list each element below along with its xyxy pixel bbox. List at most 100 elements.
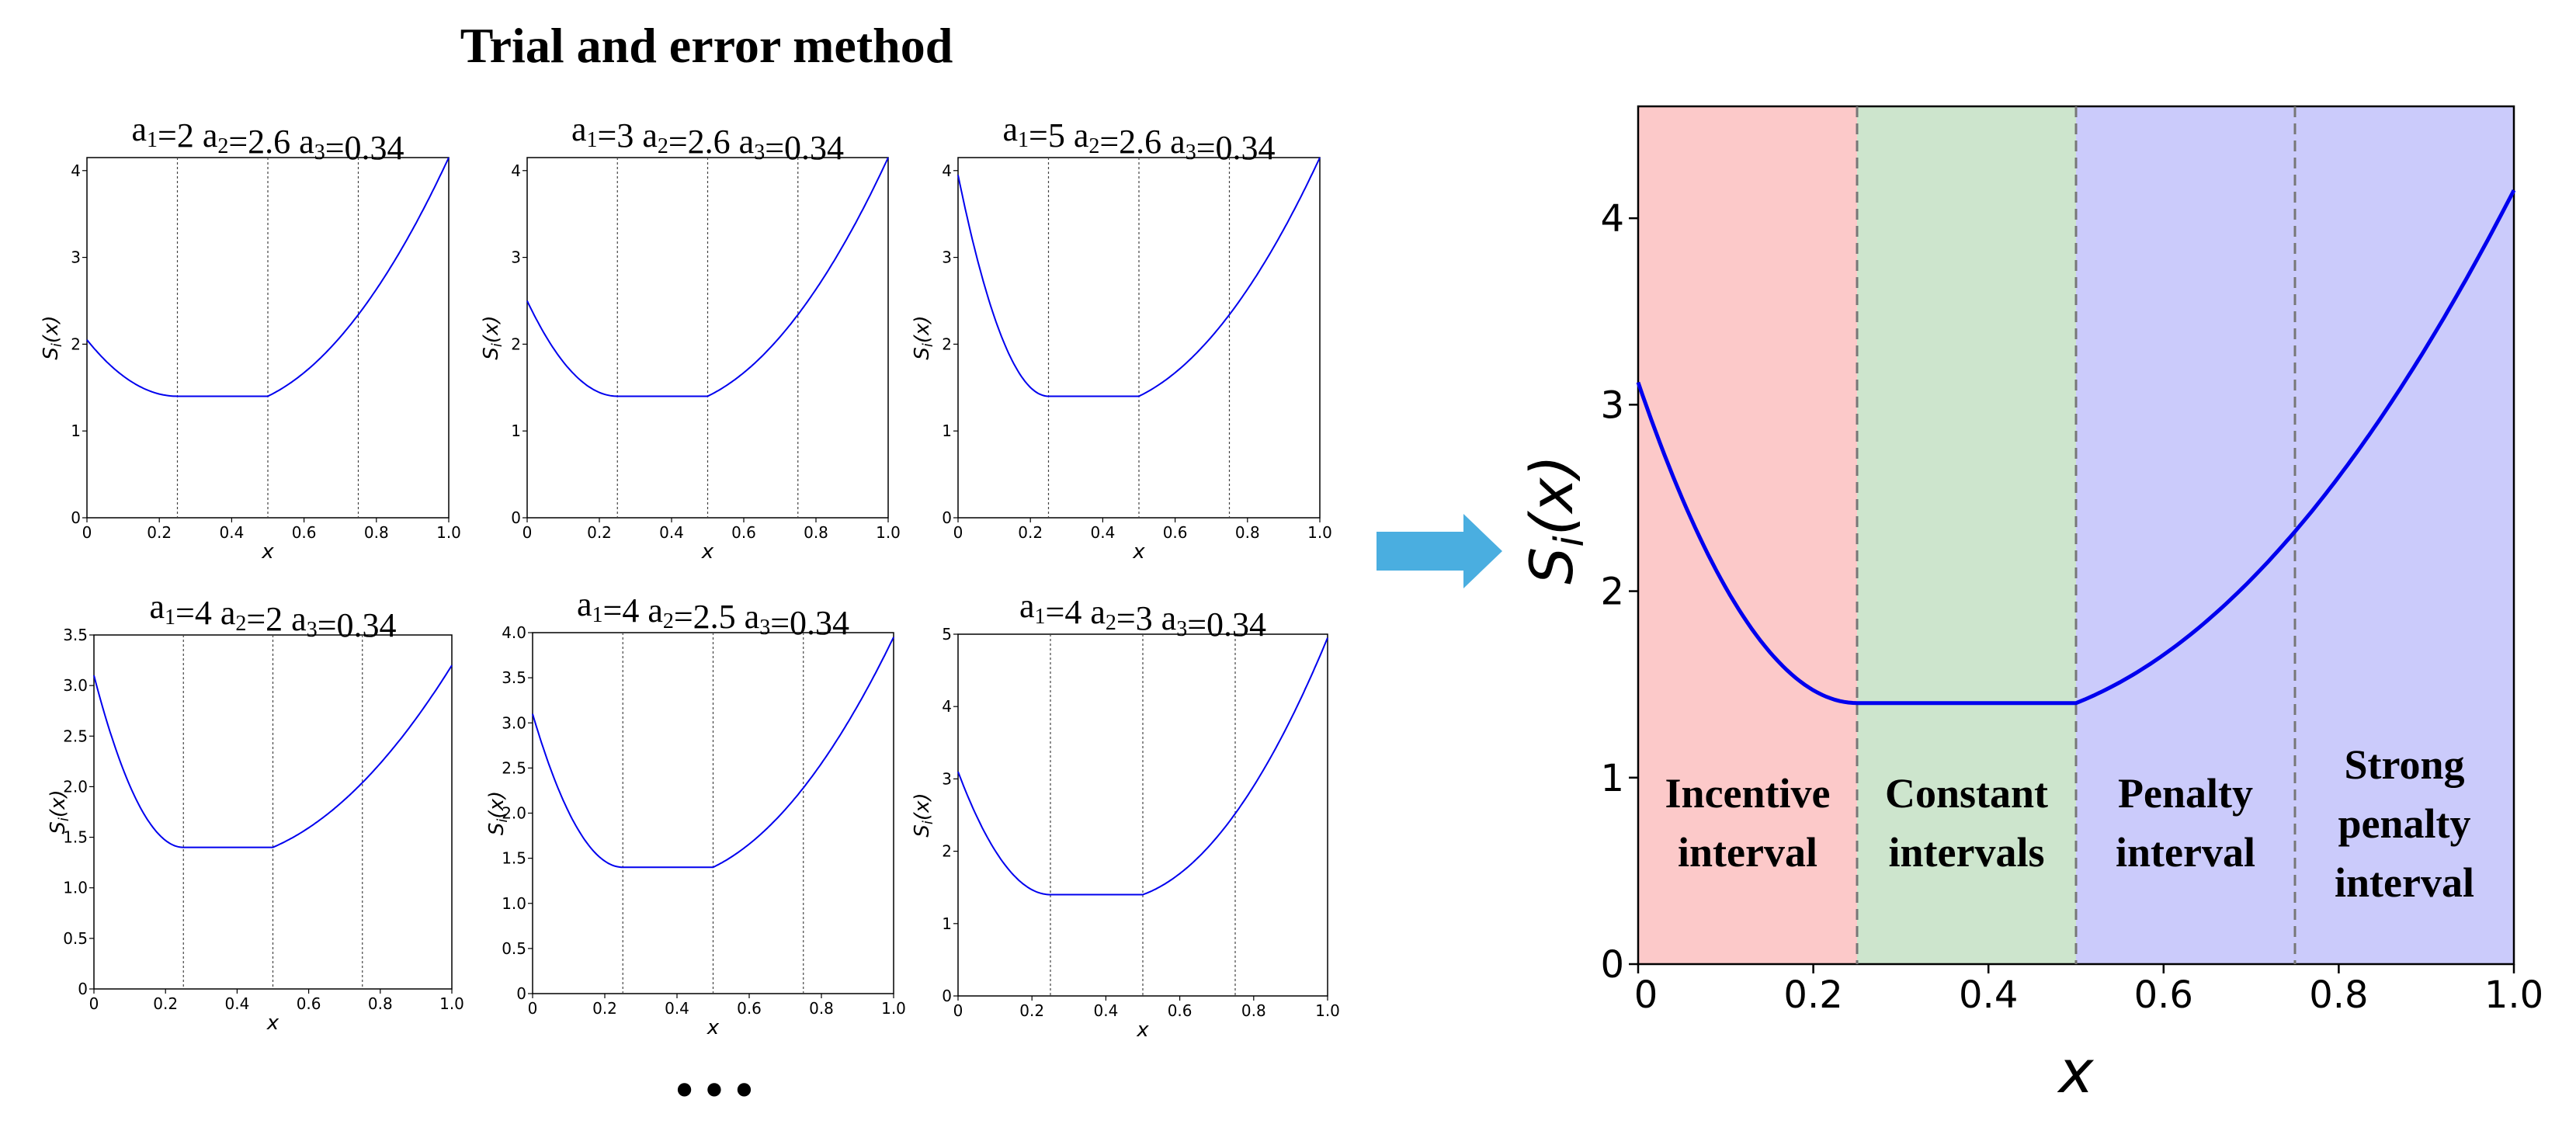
x-tick-label: 1.0 bbox=[2484, 973, 2543, 1017]
curve-line bbox=[532, 637, 894, 869]
region-label: Penalty interval bbox=[2116, 770, 2255, 876]
x-axis-label: x bbox=[1132, 540, 1145, 564]
y-tick-label: 0.5 bbox=[63, 929, 88, 948]
y-tick-label: 5 bbox=[942, 625, 952, 644]
panel-title: a1=4 a2=3 a3=0.34 bbox=[1019, 587, 1266, 644]
x-tick-label: 0.6 bbox=[1163, 523, 1188, 542]
x-tick-label: 0.8 bbox=[804, 523, 828, 542]
y-axis-label: Si(x) bbox=[40, 315, 65, 359]
x-tick-label: 0.4 bbox=[665, 999, 689, 1018]
y-tick-label: 1 bbox=[942, 914, 952, 933]
figure-title: Trial and error method bbox=[460, 18, 953, 73]
region-label: Strong penalty interval bbox=[2335, 741, 2474, 906]
y-axis-label: Si(x) bbox=[1517, 455, 1593, 585]
chart-panel: 0 0.2 0.4 0.6 0.8 1.0 0 1 2 3 4 x Si(x) a1=3 a2=2.6 a… bbox=[480, 110, 901, 564]
y-tick-label: 3 bbox=[71, 248, 81, 267]
x-tick-label: 1.0 bbox=[876, 523, 901, 542]
y-tick-label: 2 bbox=[71, 335, 81, 353]
y-tick-label: 1 bbox=[942, 422, 952, 440]
region-band bbox=[2295, 106, 2514, 964]
x-axis-label: x bbox=[266, 1011, 279, 1035]
x-tick-label: 1.0 bbox=[1307, 523, 1332, 542]
chart-panel: 0 0.2 0.4 0.6 0.8 1.0 0 1 2 3 4 5 x Si(x) a1=4 a2=3 a3… bbox=[911, 587, 1340, 1042]
y-axis-label: Si(x) bbox=[485, 791, 511, 835]
y-tick-label: 3.5 bbox=[63, 626, 88, 644]
y-tick-label: 3.5 bbox=[502, 668, 526, 687]
x-tick-label: 0.6 bbox=[731, 523, 756, 542]
x-axis-label: x bbox=[2057, 1037, 2095, 1106]
region-band bbox=[1857, 106, 2076, 964]
y-tick-label: 0 bbox=[1600, 943, 1624, 987]
x-tick-label: 0.6 bbox=[1168, 1001, 1193, 1020]
y-tick-label: 2 bbox=[511, 335, 521, 353]
y-tick-label: 3 bbox=[942, 769, 952, 788]
x-tick-label: 0.6 bbox=[297, 994, 321, 1013]
y-tick-label: 0 bbox=[942, 987, 952, 1005]
y-tick-label: 0 bbox=[511, 508, 521, 527]
x-tick-label: 0.8 bbox=[2309, 973, 2368, 1017]
chart-panel: 0 0.2 0.4 0.6 0.8 1.0 0 1 2 3 4 x Si(x) a1=5 a2=2.6 a… bbox=[911, 110, 1332, 564]
y-tick-label: 4.0 bbox=[502, 623, 526, 642]
y-tick-label: 1.5 bbox=[63, 828, 88, 847]
x-tick-label: 0.2 bbox=[592, 999, 617, 1018]
axes-frame bbox=[957, 157, 1321, 519]
chart-panel: 0 0.2 0.4 0.6 0.8 1.0 0 0.5 1.0 1.5 2.0 2.5 3.0 3.5 4.… bbox=[485, 585, 906, 1039]
panel-title: a1=2 a2=2.6 a3=0.34 bbox=[131, 110, 404, 167]
x-tick-label: 0 bbox=[953, 523, 963, 542]
y-tick-label: 2 bbox=[1600, 571, 1624, 614]
y-tick-label: 3.0 bbox=[502, 713, 526, 732]
ellipsis-text: • • • bbox=[675, 1062, 752, 1117]
x-axis-label: x bbox=[701, 540, 714, 564]
curve-line bbox=[526, 157, 889, 397]
arrow-icon bbox=[1377, 514, 1502, 588]
x-tick-label: 0.8 bbox=[364, 523, 389, 542]
y-tick-label: 3.0 bbox=[63, 676, 88, 695]
y-axis-label: Si(x) bbox=[47, 789, 72, 834]
panel-title: a1=4 a2=2 a3=0.34 bbox=[149, 588, 396, 644]
x-tick-label: 0.6 bbox=[737, 999, 762, 1018]
x-tick-label: 0.4 bbox=[224, 994, 249, 1013]
x-tick-label: 0.4 bbox=[1959, 973, 2018, 1017]
curve-line bbox=[957, 637, 1328, 896]
axes-frame bbox=[86, 157, 450, 519]
x-tick-label: 0.2 bbox=[153, 994, 178, 1013]
x-tick-label: 0.8 bbox=[1235, 523, 1260, 542]
curve-line bbox=[93, 664, 453, 848]
axes-frame bbox=[526, 157, 889, 519]
y-tick-label: 2.5 bbox=[502, 758, 526, 777]
x-tick-label: 0.4 bbox=[219, 523, 244, 542]
curve-line bbox=[86, 157, 450, 397]
x-axis-label: x bbox=[261, 540, 274, 564]
x-tick-label: 0.2 bbox=[1018, 523, 1043, 542]
y-tick-label: 4 bbox=[71, 161, 81, 180]
x-tick-label: 0 bbox=[522, 523, 533, 542]
x-axis-label: x bbox=[706, 1016, 720, 1039]
x-tick-label: 0 bbox=[953, 1001, 963, 1020]
panel-title: a1=5 a2=2.6 a3=0.34 bbox=[1002, 110, 1275, 167]
curve-line bbox=[1636, 189, 2516, 706]
y-tick-label: 3 bbox=[511, 248, 521, 267]
y-tick-label: 1 bbox=[1600, 757, 1624, 800]
x-tick-label: 0 bbox=[1634, 973, 1658, 1017]
x-tick-label: 0 bbox=[89, 994, 99, 1013]
chart-panel: 0 0.2 0.4 0.6 0.8 1.0 0 1 2 3 4 x Si(x) a1=2 a2=2.6 a… bbox=[40, 110, 461, 564]
region-label: Incentive interval bbox=[1665, 770, 1831, 876]
x-tick-label: 0.8 bbox=[809, 999, 834, 1018]
region-band bbox=[1638, 106, 1857, 964]
x-tick-label: 0.4 bbox=[1093, 1001, 1118, 1020]
y-tick-label: 2 bbox=[942, 842, 952, 861]
x-axis-label: x bbox=[1136, 1018, 1149, 1042]
x-tick-label: 1.0 bbox=[439, 994, 464, 1013]
y-tick-label: 1.0 bbox=[63, 879, 88, 897]
y-tick-label: 4 bbox=[942, 697, 952, 716]
chart-panel: 0 0.2 0.4 0.6 0.8 1.0 0 0.5 1.0 1.5 2.0 2.5 3.0 3.5 x S… bbox=[47, 588, 464, 1035]
x-tick-label: 0.6 bbox=[2134, 973, 2193, 1017]
y-tick-label: 2.0 bbox=[502, 804, 526, 823]
x-tick-label: 0.2 bbox=[1019, 1001, 1044, 1020]
y-tick-label: 2.5 bbox=[63, 727, 88, 745]
y-tick-label: 2.0 bbox=[63, 777, 88, 796]
x-tick-label: 0.4 bbox=[1090, 523, 1115, 542]
y-tick-label: 3 bbox=[942, 248, 952, 267]
x-tick-label: 1.0 bbox=[1315, 1001, 1340, 1020]
